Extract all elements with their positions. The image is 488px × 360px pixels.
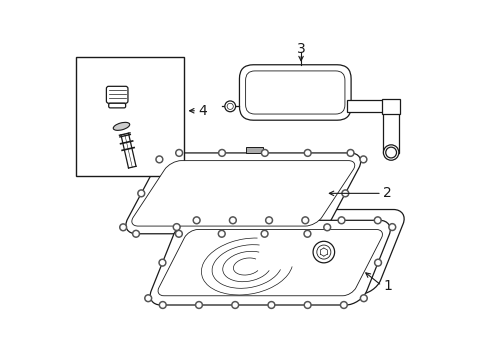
Circle shape [175, 149, 182, 156]
PathPatch shape [158, 230, 382, 296]
Circle shape [340, 302, 346, 309]
Circle shape [159, 302, 166, 309]
Circle shape [316, 245, 330, 259]
Circle shape [374, 259, 381, 266]
Circle shape [267, 302, 274, 309]
Circle shape [359, 156, 366, 163]
Circle shape [224, 101, 235, 112]
Circle shape [341, 190, 348, 197]
Circle shape [231, 302, 238, 309]
Circle shape [389, 225, 393, 229]
PathPatch shape [150, 220, 389, 305]
Circle shape [160, 261, 164, 265]
Circle shape [134, 232, 138, 236]
Circle shape [218, 149, 225, 156]
Circle shape [177, 151, 181, 155]
Circle shape [325, 225, 328, 229]
PathPatch shape [125, 153, 360, 234]
Circle shape [220, 232, 223, 236]
Circle shape [132, 230, 139, 237]
Circle shape [139, 192, 143, 195]
Circle shape [220, 151, 224, 155]
Circle shape [304, 302, 310, 309]
Circle shape [323, 224, 330, 231]
Circle shape [174, 225, 178, 229]
Circle shape [120, 224, 126, 231]
FancyBboxPatch shape [106, 86, 128, 103]
Bar [245, 147, 262, 153]
Circle shape [195, 302, 202, 309]
Circle shape [269, 303, 273, 307]
Circle shape [265, 217, 272, 224]
Circle shape [173, 224, 180, 230]
Circle shape [262, 232, 266, 236]
Bar [346, 100, 390, 112]
Circle shape [156, 156, 163, 163]
Circle shape [144, 295, 151, 302]
Circle shape [305, 151, 309, 155]
Circle shape [197, 303, 201, 307]
Circle shape [159, 259, 165, 266]
Circle shape [261, 149, 268, 156]
Circle shape [261, 230, 267, 237]
Text: 2: 2 [383, 186, 391, 201]
Text: 4: 4 [198, 104, 207, 118]
Circle shape [360, 295, 366, 302]
Circle shape [229, 217, 236, 224]
Circle shape [233, 303, 237, 307]
Circle shape [138, 190, 144, 197]
Circle shape [312, 241, 334, 263]
Circle shape [337, 217, 344, 224]
Circle shape [339, 219, 343, 222]
Text: 1: 1 [383, 279, 391, 293]
Circle shape [375, 219, 379, 222]
Circle shape [230, 219, 234, 222]
Circle shape [375, 261, 379, 265]
FancyBboxPatch shape [239, 65, 350, 120]
PathPatch shape [164, 210, 403, 294]
Circle shape [304, 230, 310, 237]
Circle shape [361, 157, 365, 161]
Circle shape [348, 151, 352, 155]
Circle shape [343, 192, 346, 195]
Bar [76, 57, 183, 176]
Text: 3: 3 [296, 42, 305, 57]
Circle shape [373, 217, 381, 224]
Bar [381, 99, 400, 114]
Circle shape [157, 157, 161, 161]
Circle shape [305, 303, 309, 307]
PathPatch shape [132, 161, 354, 226]
Circle shape [263, 151, 266, 155]
Circle shape [341, 303, 345, 307]
FancyBboxPatch shape [108, 103, 125, 108]
Circle shape [193, 217, 200, 224]
Circle shape [304, 149, 310, 156]
Circle shape [146, 296, 150, 300]
Bar [383, 100, 398, 153]
Circle shape [175, 230, 182, 237]
Circle shape [121, 225, 125, 229]
Circle shape [383, 145, 398, 160]
Circle shape [361, 296, 365, 300]
Circle shape [266, 219, 270, 222]
Circle shape [385, 147, 396, 158]
Circle shape [346, 149, 353, 156]
Circle shape [303, 219, 306, 222]
Circle shape [218, 230, 225, 237]
Ellipse shape [113, 122, 129, 130]
Circle shape [388, 224, 395, 230]
Circle shape [305, 232, 309, 236]
Circle shape [194, 219, 198, 222]
Circle shape [161, 303, 164, 307]
Circle shape [177, 232, 181, 236]
Circle shape [226, 103, 233, 109]
Circle shape [301, 217, 308, 224]
FancyBboxPatch shape [245, 71, 344, 114]
